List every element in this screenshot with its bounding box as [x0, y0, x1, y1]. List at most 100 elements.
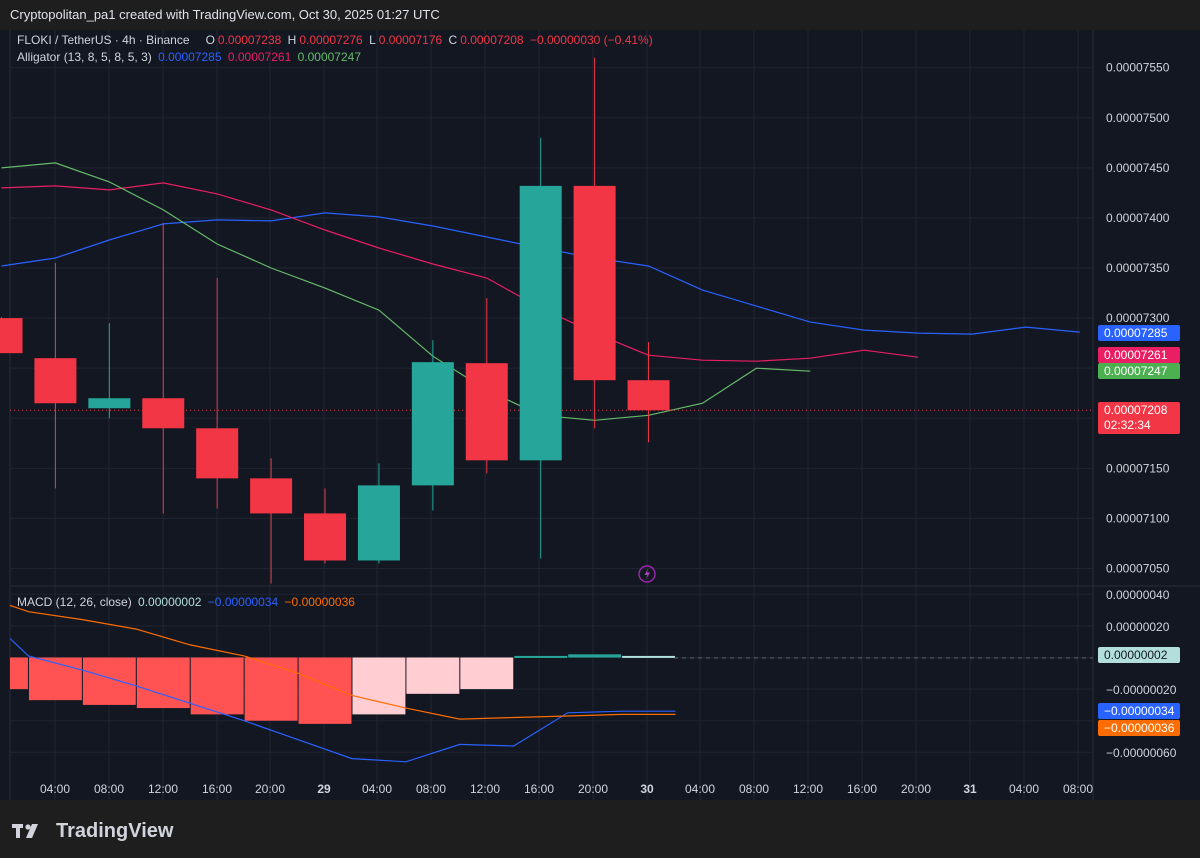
time-tick-label: 04:00 — [685, 782, 715, 796]
lightning-bolt — [644, 568, 650, 580]
macd-signal-value: −0.00000036 — [284, 595, 355, 609]
low-value: 0.00007176 — [378, 33, 443, 47]
time-tick-label: 12:00 — [793, 782, 823, 796]
candle — [519, 137, 562, 559]
teeth-price-badge-text: 0.00007261 — [1104, 348, 1168, 362]
alligator-label[interactable]: Alligator (13, 8, 5, 8, 5, 3) — [17, 50, 152, 64]
lips-price-badge: 0.00007247 — [1098, 363, 1180, 379]
time-tick-label: 04:00 — [40, 782, 70, 796]
high-value: 0.00007276 — [299, 33, 363, 47]
symbol-name[interactable]: FLOKI / TetherUS · 4h · Binance — [17, 33, 190, 47]
candle — [627, 342, 670, 443]
tradingview-logo-icon — [12, 824, 38, 838]
time-tick-label: 08:00 — [739, 782, 769, 796]
open-value: 0.00007238 — [217, 33, 282, 47]
tradingview-logo[interactable]: TradingView — [12, 818, 173, 844]
macd-tick-label: −0.00000060 — [1106, 746, 1177, 760]
jaw-price-badge-text: 0.00007285 — [1104, 326, 1168, 340]
candle-body — [627, 380, 670, 411]
macd-signal-badge-text: −0.00000036 — [1104, 721, 1175, 735]
candle-body — [88, 398, 131, 409]
histogram-bar — [136, 657, 190, 709]
histogram-bar — [622, 655, 675, 658]
candle-body — [411, 362, 454, 486]
time-tick-label: 08:00 — [1063, 782, 1093, 796]
price-tick-label: 0.00007100 — [1106, 511, 1170, 525]
price-tick-label: 0.00007550 — [1106, 61, 1170, 75]
candle-body — [519, 185, 562, 461]
jaw-price-badge: 0.00007285 — [1098, 325, 1180, 341]
price-tick-label: 0.00007300 — [1106, 311, 1170, 325]
candle-body — [573, 185, 616, 381]
candle — [0, 317, 23, 354]
histogram-bar — [406, 657, 460, 694]
histogram-bar — [244, 657, 298, 721]
histogram-bar — [352, 657, 406, 715]
macd-series-macd — [9, 638, 676, 763]
histogram-bar — [460, 657, 514, 690]
alligator-teeth-value: 0.00007261 — [227, 50, 292, 64]
price-tick-label: 0.00007500 — [1106, 111, 1170, 125]
alligator-lips-value: 0.00007247 — [297, 50, 361, 64]
histogram-bar — [568, 654, 622, 658]
macd-legend: MACD (12, 26, close) 0.00000002 −0.00000… — [17, 595, 358, 609]
last-price-text: 0.00007208 — [1104, 403, 1168, 417]
candle — [34, 263, 77, 489]
macd-line-badge-bg — [1098, 703, 1180, 719]
time-tick-label: 16:00 — [202, 782, 232, 796]
lips-price-badge-bg — [1098, 363, 1180, 379]
histogram-bar — [82, 657, 136, 705]
candle-body — [34, 358, 77, 404]
attribution-text: Cryptopolitan_pa1 created with TradingVi… — [10, 7, 440, 22]
change-value: −0.00000030 (−0.41%) — [529, 33, 653, 47]
lightning-circle — [638, 565, 656, 583]
macd-signal-badge: −0.00000036 — [1098, 720, 1180, 736]
candle — [357, 463, 400, 564]
macd-signal-badge-bg — [1098, 720, 1180, 736]
candle — [196, 278, 239, 509]
price-tick-label: 0.00007150 — [1106, 461, 1170, 475]
time-tick-label: 20:00 — [901, 782, 931, 796]
countdown-text: 02:32:34 — [1104, 418, 1151, 432]
macd-tick-label: 0.00000040 — [1106, 588, 1170, 602]
time-tick-label: 04:00 — [1009, 782, 1039, 796]
time-tick-label: 16:00 — [524, 782, 554, 796]
macd-hist-badge-bg — [1098, 647, 1180, 663]
price-tick-label: 0.00007050 — [1106, 562, 1170, 576]
time-tick-label: 20:00 — [578, 782, 608, 796]
time-tick-label: 08:00 — [416, 782, 446, 796]
price-chart[interactable]: 0.00007550 0.00007500 0.00007450 0.00007400… — [0, 0, 1200, 800]
candle — [465, 298, 508, 474]
symbol-legend: FLOKI / TetherUS · 4h · Binance O 0.00007… — [17, 33, 656, 47]
macd-line-badge-text: −0.00000034 — [1104, 704, 1175, 718]
series-line-alligator-teeth — [1, 182, 919, 362]
alligator-jaw-value: 0.00007285 — [158, 50, 222, 64]
candle — [250, 458, 293, 584]
macd-hist-badge: 0.00000002 — [1098, 647, 1180, 663]
candle — [573, 57, 616, 429]
price-tick-label: 0.00007400 — [1106, 211, 1170, 225]
time-tick-label: 12:00 — [470, 782, 500, 796]
lips-price-badge-text: 0.00007247 — [1104, 364, 1168, 378]
candle — [142, 222, 185, 514]
time-tick-label: 12:00 — [148, 782, 178, 796]
candle — [304, 488, 347, 564]
attribution-bar: Cryptopolitan_pa1 created with TradingVi… — [0, 0, 1200, 30]
last-price-badge-bg — [1098, 402, 1180, 434]
macd-label[interactable]: MACD (12, 26, close) — [17, 595, 132, 609]
high-label: H — [287, 33, 297, 47]
histogram-bar — [10, 657, 28, 690]
macd-hist-badge-text: 0.00000002 — [1104, 648, 1168, 662]
time-tick-label: 31 — [963, 782, 977, 796]
jaw-price-badge-bg — [1098, 325, 1180, 341]
series-line-alligator-lips — [1, 162, 811, 421]
lightning-marker-icon — [638, 565, 656, 583]
macd-tick-label: 0.00000020 — [1106, 620, 1170, 634]
time-tick-label: 08:00 — [94, 782, 124, 796]
candle-body — [465, 363, 508, 461]
candle-body — [357, 485, 400, 561]
alligator-legend: Alligator (13, 8, 5, 8, 5, 3) 0.00007285… — [17, 50, 364, 64]
candle-body — [0, 318, 23, 354]
macd-series-signal — [9, 604, 676, 720]
